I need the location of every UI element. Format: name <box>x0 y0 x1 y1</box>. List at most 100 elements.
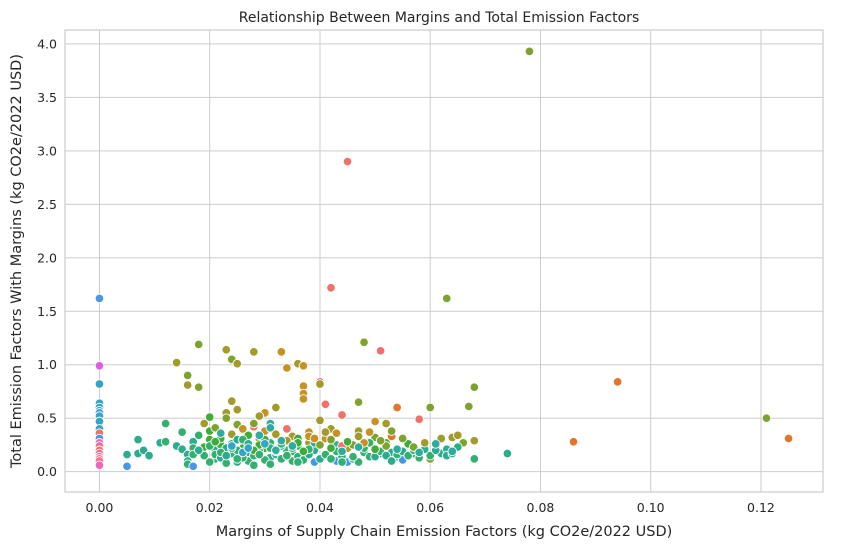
data-point <box>177 427 187 437</box>
y-axis-label: Total Emission Factors With Margins (kg … <box>9 54 25 469</box>
data-point <box>381 418 391 429</box>
data-point <box>193 430 204 441</box>
x-tick-label: 0.04 <box>306 500 334 515</box>
data-point <box>761 413 772 423</box>
data-point <box>320 399 331 410</box>
data-point <box>298 394 309 404</box>
data-point <box>359 337 369 348</box>
data-point <box>265 423 276 433</box>
data-point <box>243 443 254 453</box>
y-tick-label: 0.0 <box>37 464 57 479</box>
x-tick-label: 0.12 <box>747 500 775 515</box>
data-point <box>348 451 358 462</box>
data-point <box>227 441 237 451</box>
data-point <box>94 379 105 389</box>
y-tick-label: 2.5 <box>37 197 57 212</box>
x-axis-label: Margins of Supply Chain Emission Factors… <box>216 524 673 540</box>
y-tick-label: 1.0 <box>37 357 57 372</box>
tick-labels: 0.00 0.02 0.04 0.06 0.08 0.10 0.12 0.0 0.5 1.0 1.5… <box>37 36 775 515</box>
data-point <box>221 413 231 423</box>
data-point <box>232 358 243 369</box>
data-point <box>249 418 259 429</box>
data-point <box>193 445 204 456</box>
data-point <box>271 429 281 440</box>
data-point <box>612 377 623 387</box>
data-point <box>249 460 259 471</box>
data-point <box>442 293 452 304</box>
data-point <box>199 418 209 429</box>
data-point <box>254 411 265 421</box>
data-point <box>210 436 220 447</box>
y-tick-label: 3.0 <box>37 143 57 158</box>
data-point <box>397 433 408 444</box>
data-point <box>375 435 386 446</box>
data-point <box>282 363 292 373</box>
data-point <box>502 448 513 459</box>
data-point <box>364 427 375 437</box>
data-point <box>160 436 171 447</box>
data-point <box>337 446 347 457</box>
data-point <box>337 410 347 420</box>
data-point <box>392 402 402 413</box>
data-point <box>331 428 342 438</box>
plot-frame <box>64 29 824 493</box>
data-point <box>386 456 397 466</box>
data-point <box>315 379 325 389</box>
data-point <box>282 424 292 434</box>
data-point <box>182 380 193 390</box>
data-point <box>524 46 535 57</box>
data-point <box>193 382 204 392</box>
data-point <box>469 435 480 446</box>
data-point <box>232 454 243 464</box>
data-point <box>298 446 309 457</box>
data-point <box>469 454 480 464</box>
gridlines <box>65 30 823 492</box>
data-point <box>309 433 320 444</box>
data-point <box>326 443 336 453</box>
data-point <box>160 418 171 429</box>
data-point <box>182 370 193 381</box>
data-point <box>94 361 105 371</box>
data-point <box>265 459 276 469</box>
x-tick-label: 0.00 <box>86 500 114 515</box>
y-tick-label: 2.0 <box>37 250 57 265</box>
data-point <box>353 397 364 407</box>
data-point <box>204 412 215 422</box>
data-point <box>326 434 336 445</box>
data-point <box>370 444 380 454</box>
data-point <box>453 430 463 441</box>
data-point <box>94 293 105 304</box>
data-point <box>238 424 248 434</box>
data-point <box>568 436 579 447</box>
data-point <box>315 440 325 450</box>
data-point <box>254 430 265 441</box>
data-point <box>271 445 281 456</box>
data-point <box>215 428 226 438</box>
data-point <box>320 427 331 437</box>
y-tick-label: 3.5 <box>37 90 57 105</box>
data-point <box>353 442 364 452</box>
data-point <box>227 396 237 406</box>
y-tick-label: 0.5 <box>37 411 57 426</box>
data-point <box>326 282 336 293</box>
data-points <box>94 46 794 472</box>
data-point <box>414 414 424 425</box>
chart-title: Relationship Between Margins and Total E… <box>239 10 639 26</box>
data-point <box>315 415 325 426</box>
data-point <box>353 431 364 442</box>
data-point <box>337 457 347 467</box>
data-point <box>232 404 243 415</box>
data-point <box>171 357 182 368</box>
data-point <box>419 438 430 448</box>
y-tick-label: 4.0 <box>37 36 57 51</box>
data-point <box>122 449 132 460</box>
data-point <box>271 402 281 413</box>
data-point <box>425 402 435 413</box>
data-point <box>276 347 287 357</box>
data-point <box>342 156 353 167</box>
data-point <box>783 433 794 444</box>
data-point <box>144 450 154 461</box>
x-tick-label: 0.02 <box>196 500 224 515</box>
